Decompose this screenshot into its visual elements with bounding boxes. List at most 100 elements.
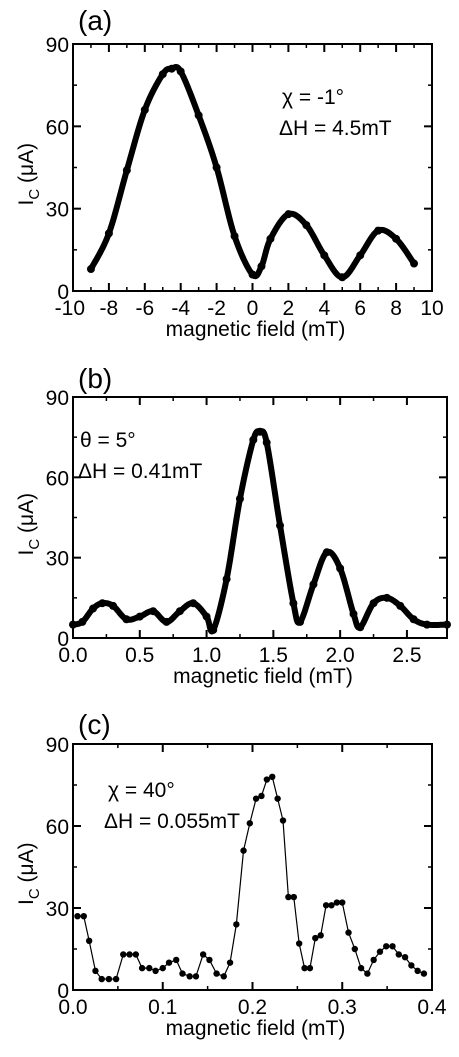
series-line	[77, 775, 425, 980]
y-tick-label: 30	[46, 199, 69, 222]
data-point	[309, 580, 318, 589]
data-point	[152, 967, 159, 975]
y-tick-label: 0	[57, 281, 69, 304]
data-point	[167, 64, 176, 73]
data-point	[226, 959, 234, 966]
data-point	[317, 932, 324, 939]
series-band	[87, 63, 418, 281]
data-point	[256, 427, 264, 436]
x-tick-label: 6	[354, 297, 366, 320]
chart-panel-c: (c) 0.0 0.1 0.2 0.3 0.4 0 30 60 90 magnetic field …	[15, 709, 447, 1040]
data-point	[126, 951, 133, 958]
data-point	[336, 564, 345, 573]
y-tick-label: 90	[46, 34, 69, 57]
data-point	[135, 612, 144, 621]
x-tick-label: -4	[171, 297, 190, 320]
data-point	[104, 229, 113, 238]
data-point	[262, 438, 271, 447]
y-axis-label: IC (μA)	[15, 842, 43, 905]
data-point	[345, 929, 352, 936]
x-tick-label: 2.0	[326, 644, 355, 667]
y-tick-label: 60	[46, 467, 69, 490]
data-point	[276, 521, 285, 530]
data-point	[296, 617, 305, 626]
data-point	[222, 575, 231, 584]
y-axis-label: IC (μA)	[15, 493, 43, 556]
x-tick-label: -6	[135, 297, 154, 320]
data-point	[74, 913, 81, 920]
data-point	[349, 609, 358, 618]
data-point	[230, 232, 239, 241]
x-tick-label: 0.0	[58, 644, 87, 667]
data-point	[322, 548, 331, 557]
y-axis-symbol: I	[15, 899, 38, 905]
data-point	[159, 964, 166, 972]
data-point	[233, 921, 240, 928]
data-point	[132, 951, 140, 958]
data-point	[369, 599, 378, 608]
data-point	[122, 615, 131, 624]
x-tick-label: -8	[100, 297, 119, 320]
data-point	[109, 601, 118, 610]
data-point	[85, 937, 93, 944]
data-point	[374, 226, 383, 235]
data-point	[209, 625, 218, 634]
data-point	[392, 234, 401, 243]
data-point	[339, 899, 346, 906]
data-point	[220, 973, 227, 980]
data-point	[162, 617, 171, 626]
data-point	[409, 615, 418, 624]
data-point	[356, 623, 365, 632]
data-point	[173, 956, 180, 964]
data-point	[158, 70, 167, 79]
data-point	[112, 975, 120, 983]
x-axis-label: magnetic field (mT)	[166, 318, 346, 341]
data-point	[338, 273, 347, 282]
data-point	[408, 962, 415, 969]
y-tick-label: 90	[46, 734, 69, 757]
data-point	[322, 902, 330, 909]
data-point	[290, 893, 297, 901]
data-point	[328, 902, 335, 909]
data-point	[98, 975, 105, 983]
y-tick-label: 90	[46, 387, 69, 410]
annotation-0: θ = 5°	[80, 429, 136, 452]
data-point	[78, 617, 87, 626]
x-tick-label: 4	[318, 297, 330, 320]
data-point	[258, 792, 265, 800]
data-point	[189, 599, 198, 608]
x-tick-label: 0	[247, 297, 259, 320]
annotation-1: ΔH = 0.41mT	[78, 460, 202, 483]
chart-panel-a: (a) -10 -8 -6 -4 -2 0 2 4 6 8 10 0 30 60 90 magnetic fie…	[15, 5, 444, 341]
data-point	[69, 620, 77, 629]
data-point	[179, 970, 186, 977]
data-point	[266, 234, 275, 243]
data-point	[333, 899, 341, 906]
data-point	[246, 820, 254, 827]
data-point	[351, 945, 359, 953]
y-axis-subscript: C	[26, 888, 43, 899]
x-tick-label: 0.5	[125, 644, 154, 667]
data-point	[98, 599, 107, 608]
data-point	[186, 973, 193, 980]
y-axis-subscript: C	[26, 189, 43, 200]
x-tick-label: 1.5	[259, 644, 288, 667]
y-axis-unit: (μA)	[15, 143, 38, 189]
data-point	[248, 270, 257, 279]
data-point	[235, 494, 244, 503]
annotation-0: χ = -1°	[282, 86, 344, 109]
x-tick-label: 2.5	[392, 644, 421, 667]
data-point	[302, 221, 311, 230]
data-point	[249, 435, 258, 444]
data-point	[92, 967, 99, 975]
data-point	[306, 964, 314, 972]
y-tick-label: 0	[57, 628, 69, 651]
data-point	[80, 913, 87, 920]
data-point	[320, 251, 329, 260]
x-tick-label: 0.3	[328, 996, 357, 1019]
data-point	[396, 601, 405, 610]
data-point	[285, 893, 292, 901]
data-point	[301, 964, 308, 972]
x-tick-label: 0.0	[58, 996, 87, 1019]
